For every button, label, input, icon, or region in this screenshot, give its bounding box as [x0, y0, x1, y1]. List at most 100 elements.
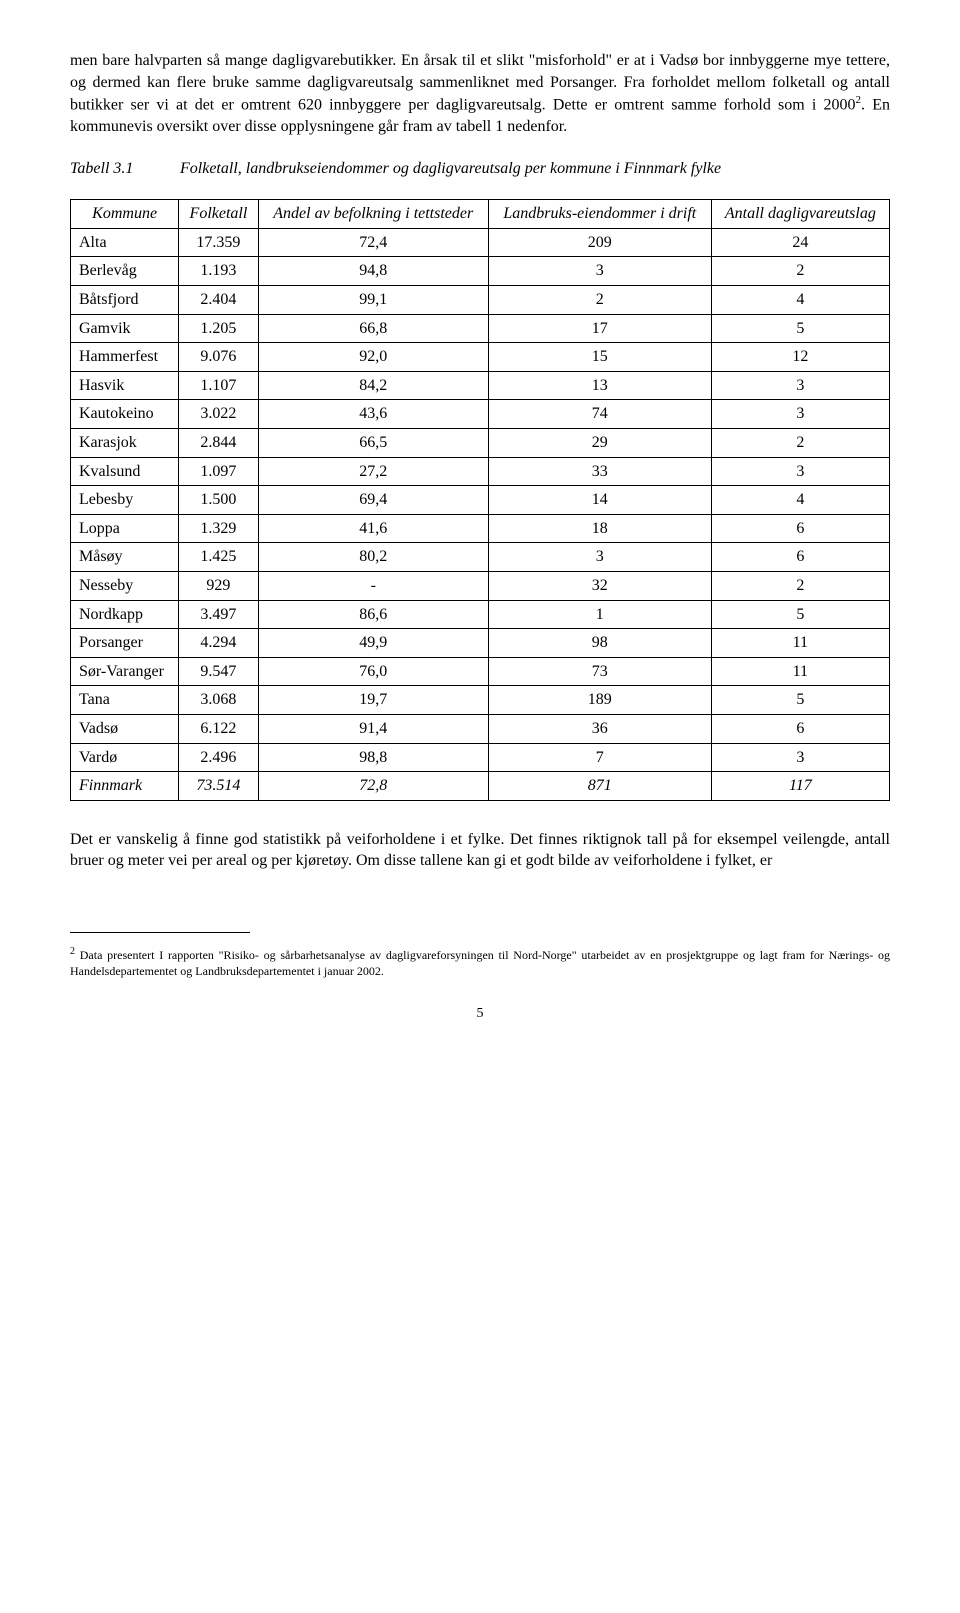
table-cell: 74	[488, 400, 711, 429]
table-cell: 1.205	[179, 314, 258, 343]
table-cell: 4.294	[179, 629, 258, 658]
table-cell: Vardø	[71, 743, 179, 772]
table-cell: 3.068	[179, 686, 258, 715]
table-cell: 92,0	[258, 343, 488, 372]
table-row: Lebesby1.50069,4144	[71, 486, 890, 515]
table-cell: 49,9	[258, 629, 488, 658]
table-cell: Finnmark	[71, 772, 179, 801]
table-cell: 41,6	[258, 514, 488, 543]
table-row: Hammerfest9.07692,01512	[71, 343, 890, 372]
table-cell: 91,4	[258, 714, 488, 743]
table-cell: 117	[711, 772, 889, 801]
table-cell: 98	[488, 629, 711, 658]
table-cell: 12	[711, 343, 889, 372]
table-cell: 94,8	[258, 257, 488, 286]
table-cell: 24	[711, 228, 889, 257]
table-row: Måsøy1.42580,236	[71, 543, 890, 572]
table-row: Nordkapp3.49786,615	[71, 600, 890, 629]
table-cell: Hasvik	[71, 371, 179, 400]
table-cell: 5	[711, 600, 889, 629]
col-header-andel: Andel av befolkning i tettsteder	[258, 200, 488, 229]
paragraph-1: men bare halvparten så mange dagligvareb…	[70, 50, 890, 138]
col-header-folketall: Folketall	[179, 200, 258, 229]
table-cell: 5	[711, 314, 889, 343]
table-cell: 11	[711, 629, 889, 658]
table-row: Kautokeino3.02243,6743	[71, 400, 890, 429]
table-cell: 189	[488, 686, 711, 715]
table-cell: 66,8	[258, 314, 488, 343]
table-cell: 84,2	[258, 371, 488, 400]
table-cell: 3	[711, 457, 889, 486]
table-cell: 99,1	[258, 286, 488, 315]
data-table: Kommune Folketall Andel av befolkning i …	[70, 199, 890, 800]
table-cell: 3.022	[179, 400, 258, 429]
table-cell: 13	[488, 371, 711, 400]
col-header-antall: Antall dagligvareutslag	[711, 200, 889, 229]
table-caption: Tabell 3.1 Folketall, landbrukseiendomme…	[70, 158, 890, 180]
table-cell: 209	[488, 228, 711, 257]
table-cell: 18	[488, 514, 711, 543]
table-cell: Gamvik	[71, 314, 179, 343]
table-cell: 14	[488, 486, 711, 515]
table-cell: 3.497	[179, 600, 258, 629]
table-cell: 1.193	[179, 257, 258, 286]
caption-label: Tabell 3.1	[70, 158, 180, 180]
footnote-text: Data presentert I rapporten "Risiko- og …	[70, 948, 890, 978]
table-cell: Vadsø	[71, 714, 179, 743]
table-row: Tana3.06819,71895	[71, 686, 890, 715]
table-cell: 2	[711, 429, 889, 458]
table-cell: 2	[711, 572, 889, 601]
table-total-row: Finnmark73.51472,8871117	[71, 772, 890, 801]
table-cell: Nordkapp	[71, 600, 179, 629]
table-cell: Lebesby	[71, 486, 179, 515]
table-cell: Hammerfest	[71, 343, 179, 372]
table-cell: Kautokeino	[71, 400, 179, 429]
table-cell: 3	[711, 743, 889, 772]
table-cell: Sør-Varanger	[71, 657, 179, 686]
table-cell: Porsanger	[71, 629, 179, 658]
table-cell: 4	[711, 486, 889, 515]
table-cell: 1.107	[179, 371, 258, 400]
table-cell: 6	[711, 714, 889, 743]
table-cell: 7	[488, 743, 711, 772]
table-cell: 98,8	[258, 743, 488, 772]
table-cell: 33	[488, 457, 711, 486]
table-cell: 2.496	[179, 743, 258, 772]
table-cell: 80,2	[258, 543, 488, 572]
table-cell: 2.844	[179, 429, 258, 458]
table-cell: 3	[711, 400, 889, 429]
table-row: Båtsfjord2.40499,124	[71, 286, 890, 315]
table-cell: 72,8	[258, 772, 488, 801]
table-cell: 86,6	[258, 600, 488, 629]
table-cell: Alta	[71, 228, 179, 257]
table-cell: 69,4	[258, 486, 488, 515]
table-cell: 36	[488, 714, 711, 743]
table-cell: 73.514	[179, 772, 258, 801]
para1-text: men bare halvparten så mange dagligvareb…	[70, 52, 890, 114]
table-cell: 11	[711, 657, 889, 686]
table-cell: 73	[488, 657, 711, 686]
table-cell: Tana	[71, 686, 179, 715]
table-cell: 17	[488, 314, 711, 343]
table-row: Berlevåg1.19394,832	[71, 257, 890, 286]
col-header-kommune: Kommune	[71, 200, 179, 229]
table-cell: 32	[488, 572, 711, 601]
table-cell: 871	[488, 772, 711, 801]
table-cell: Kvalsund	[71, 457, 179, 486]
table-cell: 9.076	[179, 343, 258, 372]
table-row: Nesseby929-322	[71, 572, 890, 601]
table-cell: Karasjok	[71, 429, 179, 458]
table-cell: 4	[711, 286, 889, 315]
table-cell: 3	[711, 371, 889, 400]
table-cell: 76,0	[258, 657, 488, 686]
table-cell: 6	[711, 543, 889, 572]
table-cell: 29	[488, 429, 711, 458]
footnote: 2 Data presentert I rapporten "Risiko- o…	[70, 945, 890, 979]
table-cell: 17.359	[179, 228, 258, 257]
table-cell: -	[258, 572, 488, 601]
table-cell: Båtsfjord	[71, 286, 179, 315]
table-cell: 72,4	[258, 228, 488, 257]
table-cell: Nesseby	[71, 572, 179, 601]
table-cell: Loppa	[71, 514, 179, 543]
table-row: Sør-Varanger9.54776,07311	[71, 657, 890, 686]
